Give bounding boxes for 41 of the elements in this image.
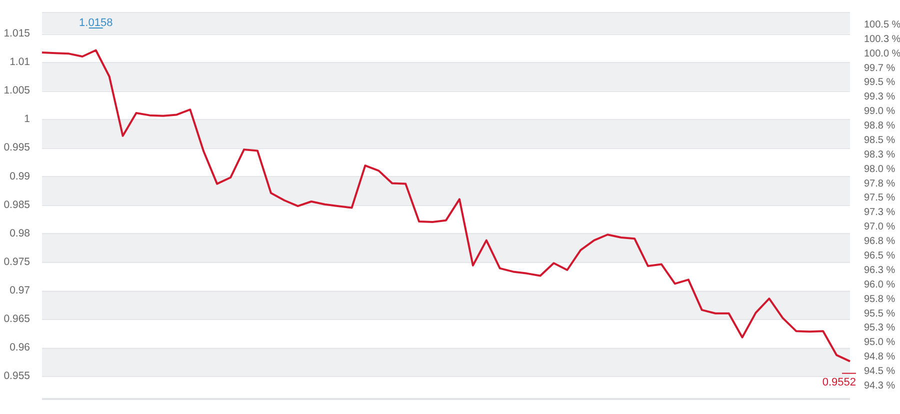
- y2-tick-label: 95.3 %: [864, 322, 896, 334]
- y2-tick-label: 99.7 %: [864, 62, 896, 74]
- y2-tick-label: 97.0 %: [864, 222, 896, 233]
- annotation: 1.0158: [79, 17, 113, 29]
- y-tick-label: 0.995: [4, 142, 30, 154]
- y-tick-label: 1.015: [4, 28, 30, 40]
- y2-tick-label: 97.8 %: [864, 178, 896, 190]
- y2-tick-label: 96.5 %: [864, 250, 896, 262]
- y-tick-label: 0.99: [10, 170, 30, 182]
- y2-tick-label: 94.3 %: [864, 380, 896, 392]
- y-tick-label: 0.965: [4, 312, 30, 325]
- y-tick-label: 1: [24, 113, 30, 126]
- y2-tick-label: 97.5 %: [864, 192, 896, 204]
- y2-tick-label: 95.8 %: [864, 294, 896, 305]
- y2-tick-label: 99.3 %: [864, 92, 896, 103]
- y2-tick-label: 98.5 %: [864, 134, 896, 146]
- y2-tick-label: 95.5 %: [864, 308, 896, 320]
- y2-tick-label: 99.5 %: [864, 77, 896, 88]
- y2-tick-label: 96.8 %: [864, 236, 896, 248]
- y-tick-label: 0.975: [4, 256, 30, 268]
- y2-tick-label: 99.0 %: [864, 106, 896, 118]
- y2-tick-label: 96.0 %: [864, 279, 896, 290]
- annotation: 0.9552: [822, 376, 856, 388]
- y2-tick-label: 98.8 %: [864, 120, 896, 132]
- y-tick-label: 0.98: [10, 227, 30, 240]
- y-tick-label: 0.97: [10, 284, 30, 296]
- y2-tick-label: 98.0 %: [864, 164, 896, 175]
- y-tick-label: 1.01: [10, 56, 30, 68]
- y2-tick-label: 97.3 %: [864, 207, 896, 218]
- y-tick-label: 0.985: [4, 198, 30, 211]
- y-tick-label: 0.955: [4, 370, 30, 382]
- y2-tick-label: 100.0 %: [864, 48, 900, 60]
- y-tick-label: 1.005: [4, 84, 30, 97]
- y2-tick-label: 94.5 %: [864, 366, 896, 378]
- y-tick-label: 0.96: [10, 342, 30, 354]
- y2-tick-label: 100.5 %: [864, 19, 900, 30]
- y2-tick-label: 100.3 %: [864, 34, 900, 45]
- y2-tick-label: 96.3 %: [864, 264, 896, 276]
- y2-tick-label: 98.3 %: [864, 149, 896, 160]
- y2-tick-label: 94.8 %: [864, 352, 896, 363]
- y2-tick-label: 95.0 %: [864, 337, 896, 348]
